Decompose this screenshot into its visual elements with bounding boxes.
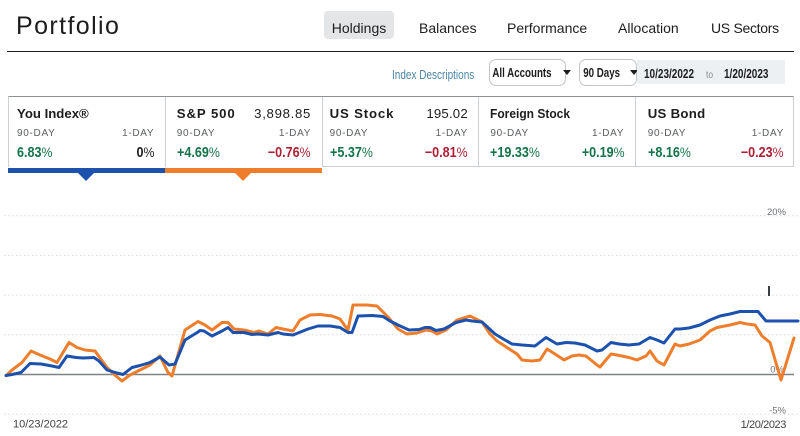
svg-text:10/23/2022: 10/23/2022 [13, 419, 68, 431]
svg-text:-5%: -5% [769, 405, 786, 416]
svg-text:20%: 20% [767, 207, 787, 218]
svg-text:1/20/2023: 1/20/2023 [741, 419, 787, 431]
